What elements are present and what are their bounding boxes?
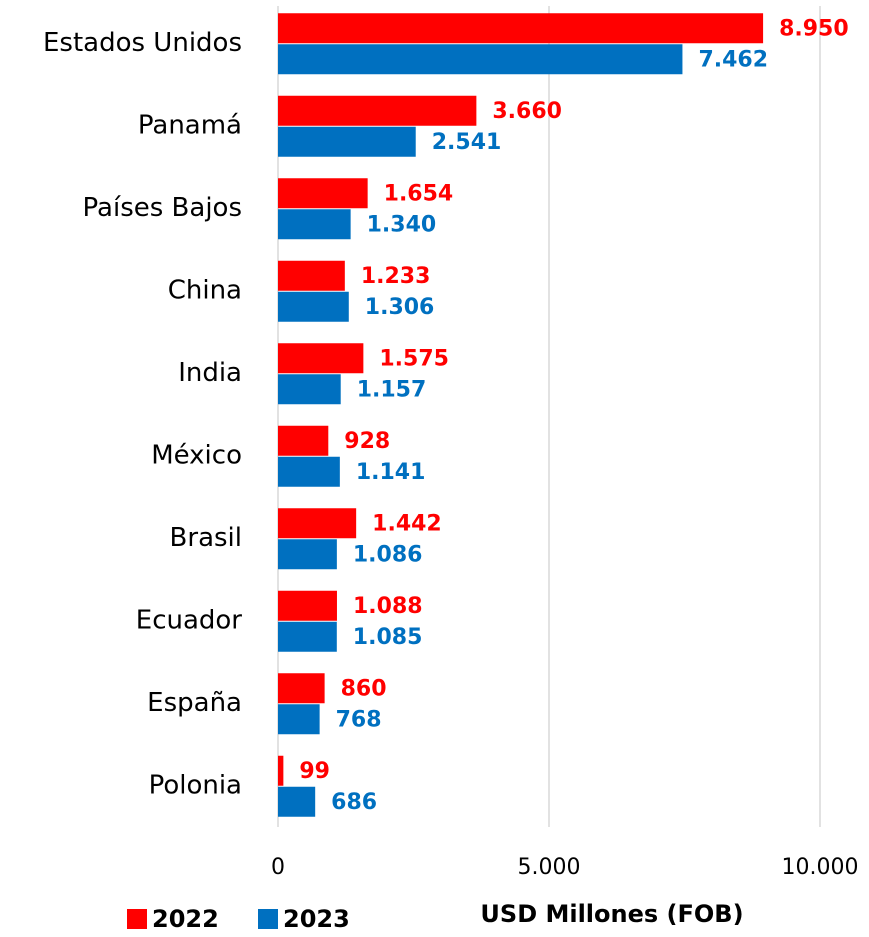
data-label: 768	[336, 707, 382, 732]
data-label: 1.141	[356, 460, 426, 485]
bar	[278, 786, 316, 817]
bar	[278, 673, 325, 704]
data-label: 1.157	[357, 377, 427, 402]
bar	[278, 755, 284, 786]
x-tick-label: 10.000	[782, 855, 859, 880]
data-label: 99	[299, 759, 330, 784]
legend-swatch	[127, 909, 147, 929]
legend-label: 2023	[283, 905, 350, 933]
bar	[278, 539, 337, 570]
bar	[278, 590, 337, 621]
bar	[278, 621, 337, 652]
bar	[278, 209, 351, 240]
legend-label: 2022	[152, 905, 219, 933]
bar	[278, 178, 368, 209]
data-label: 928	[344, 429, 390, 454]
bar	[278, 374, 341, 405]
x-axis-label: USD Millones (FOB)	[480, 900, 743, 928]
category-label: España	[147, 688, 242, 718]
data-label: 1.442	[372, 511, 442, 536]
bar	[278, 126, 416, 157]
bar	[278, 260, 345, 291]
data-label: 1.086	[353, 542, 423, 567]
bar	[278, 425, 329, 456]
data-label: 3.660	[492, 99, 562, 124]
x-tick-label: 0	[271, 855, 285, 880]
data-label: 1.575	[379, 346, 449, 371]
data-label: 1.088	[353, 594, 423, 619]
bar	[278, 291, 349, 322]
category-label: México	[151, 440, 242, 470]
data-label: 1.340	[367, 212, 437, 237]
category-label: Polonia	[149, 770, 242, 800]
data-label: 1.085	[353, 625, 423, 650]
legend-swatch	[258, 909, 278, 929]
data-label: 7.462	[698, 47, 768, 72]
data-label: 1.306	[365, 295, 435, 320]
x-tick-label: 5.000	[518, 855, 581, 880]
bar	[278, 44, 683, 75]
bar	[278, 13, 764, 44]
data-label: 1.654	[384, 181, 454, 206]
category-label: India	[178, 358, 242, 388]
bar	[278, 456, 340, 487]
category-label: Panamá	[138, 110, 242, 140]
bar	[278, 95, 477, 126]
data-label: 1.233	[361, 264, 431, 289]
bar	[278, 508, 357, 539]
category-label: Estados Unidos	[43, 28, 242, 58]
data-label: 860	[341, 676, 387, 701]
category-label: Brasil	[170, 523, 242, 553]
bar	[278, 704, 320, 735]
category-label: Ecuador	[136, 605, 243, 635]
bar	[278, 343, 364, 374]
data-label: 686	[331, 790, 377, 815]
data-label: 8.950	[779, 16, 849, 41]
data-label: 2.541	[432, 130, 502, 155]
category-label: China	[168, 275, 242, 305]
category-label: Países Bajos	[83, 193, 242, 223]
